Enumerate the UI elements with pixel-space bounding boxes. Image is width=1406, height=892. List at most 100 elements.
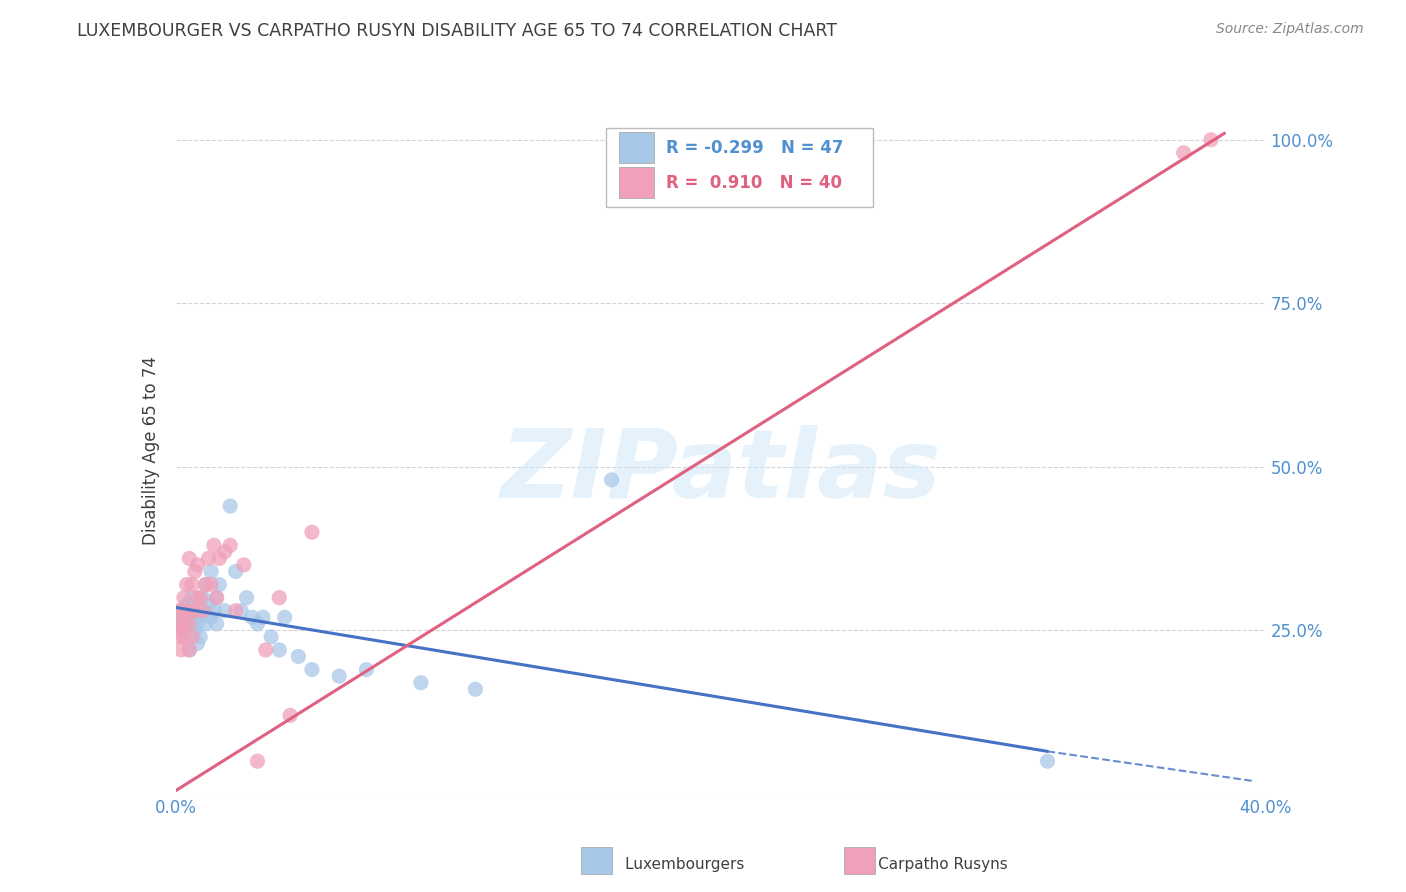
Point: [184, 604, 207, 618]
Point: [269, 591, 291, 605]
Point: [219, 538, 242, 552]
Point: [200, 610, 222, 624]
Point: [179, 616, 201, 631]
Point: [208, 551, 231, 566]
Point: [197, 597, 219, 611]
Point: [170, 624, 193, 638]
Point: [170, 643, 193, 657]
Point: [1036, 754, 1059, 768]
Point: [179, 643, 201, 657]
Point: [225, 604, 247, 618]
Point: [186, 616, 209, 631]
Y-axis label: Disability Age 65 to 74: Disability Age 65 to 74: [142, 356, 160, 545]
Point: [252, 610, 274, 624]
Point: [179, 551, 201, 566]
Point: [409, 675, 432, 690]
Point: [232, 558, 254, 572]
Point: [176, 577, 198, 591]
Point: [176, 604, 198, 618]
Point: [246, 616, 269, 631]
Point: [173, 630, 195, 644]
Point: [181, 591, 204, 605]
Point: [246, 754, 269, 768]
Text: Source: ZipAtlas.com: Source: ZipAtlas.com: [1216, 22, 1364, 37]
Point: [179, 643, 201, 657]
Point: [225, 565, 247, 579]
Point: [208, 577, 231, 591]
Point: [240, 610, 263, 624]
FancyBboxPatch shape: [581, 847, 612, 874]
Text: R = -0.299   N = 47: R = -0.299 N = 47: [666, 139, 844, 157]
Point: [600, 473, 623, 487]
Point: [188, 630, 211, 644]
Point: [254, 643, 277, 657]
Point: [202, 538, 225, 552]
Point: [205, 616, 228, 631]
Point: [179, 604, 201, 618]
Point: [181, 604, 204, 618]
Point: [214, 545, 236, 559]
Point: [191, 604, 214, 618]
Point: [173, 630, 195, 644]
Point: [167, 610, 190, 624]
FancyBboxPatch shape: [619, 132, 654, 163]
Point: [184, 565, 207, 579]
FancyBboxPatch shape: [606, 128, 873, 207]
Point: [301, 525, 323, 540]
Point: [194, 577, 217, 591]
Point: [219, 499, 242, 513]
Point: [176, 624, 198, 638]
Point: [197, 551, 219, 566]
Point: [205, 591, 228, 605]
Point: [170, 616, 193, 631]
Point: [173, 591, 195, 605]
Point: [186, 591, 209, 605]
Point: [188, 610, 211, 624]
Point: [170, 604, 193, 618]
Point: [167, 604, 190, 618]
Point: [328, 669, 350, 683]
Point: [214, 604, 236, 618]
Point: [176, 597, 198, 611]
Point: [274, 610, 297, 624]
FancyBboxPatch shape: [844, 847, 875, 874]
Point: [173, 616, 195, 631]
Point: [167, 630, 190, 644]
Point: [181, 577, 204, 591]
Point: [167, 616, 190, 631]
Point: [1173, 145, 1195, 160]
Point: [287, 649, 309, 664]
Point: [194, 616, 217, 631]
Point: [181, 630, 204, 644]
Point: [356, 663, 378, 677]
Text: Luxembourgers: Luxembourgers: [591, 857, 744, 872]
Point: [464, 682, 486, 697]
Point: [179, 616, 201, 631]
Point: [173, 604, 195, 618]
Point: [200, 577, 222, 591]
Point: [269, 643, 291, 657]
FancyBboxPatch shape: [619, 167, 654, 198]
Point: [278, 708, 301, 723]
Point: [184, 624, 207, 638]
Point: [231, 604, 253, 618]
Point: [1199, 133, 1222, 147]
Point: [202, 604, 225, 618]
Point: [191, 604, 214, 618]
Point: [205, 591, 228, 605]
Point: [186, 558, 209, 572]
Text: ZIPatlas: ZIPatlas: [501, 425, 941, 517]
Point: [184, 604, 207, 618]
Point: [191, 591, 214, 605]
Point: [181, 610, 204, 624]
Text: R =  0.910   N = 40: R = 0.910 N = 40: [666, 174, 842, 192]
Point: [235, 591, 257, 605]
Point: [186, 636, 209, 650]
Point: [200, 565, 222, 579]
Text: Carpatho Rusyns: Carpatho Rusyns: [844, 857, 1007, 872]
Point: [260, 630, 283, 644]
Text: LUXEMBOURGER VS CARPATHO RUSYN DISABILITY AGE 65 TO 74 CORRELATION CHART: LUXEMBOURGER VS CARPATHO RUSYN DISABILIT…: [77, 22, 838, 40]
Point: [194, 577, 217, 591]
Point: [301, 663, 323, 677]
Point: [188, 591, 211, 605]
